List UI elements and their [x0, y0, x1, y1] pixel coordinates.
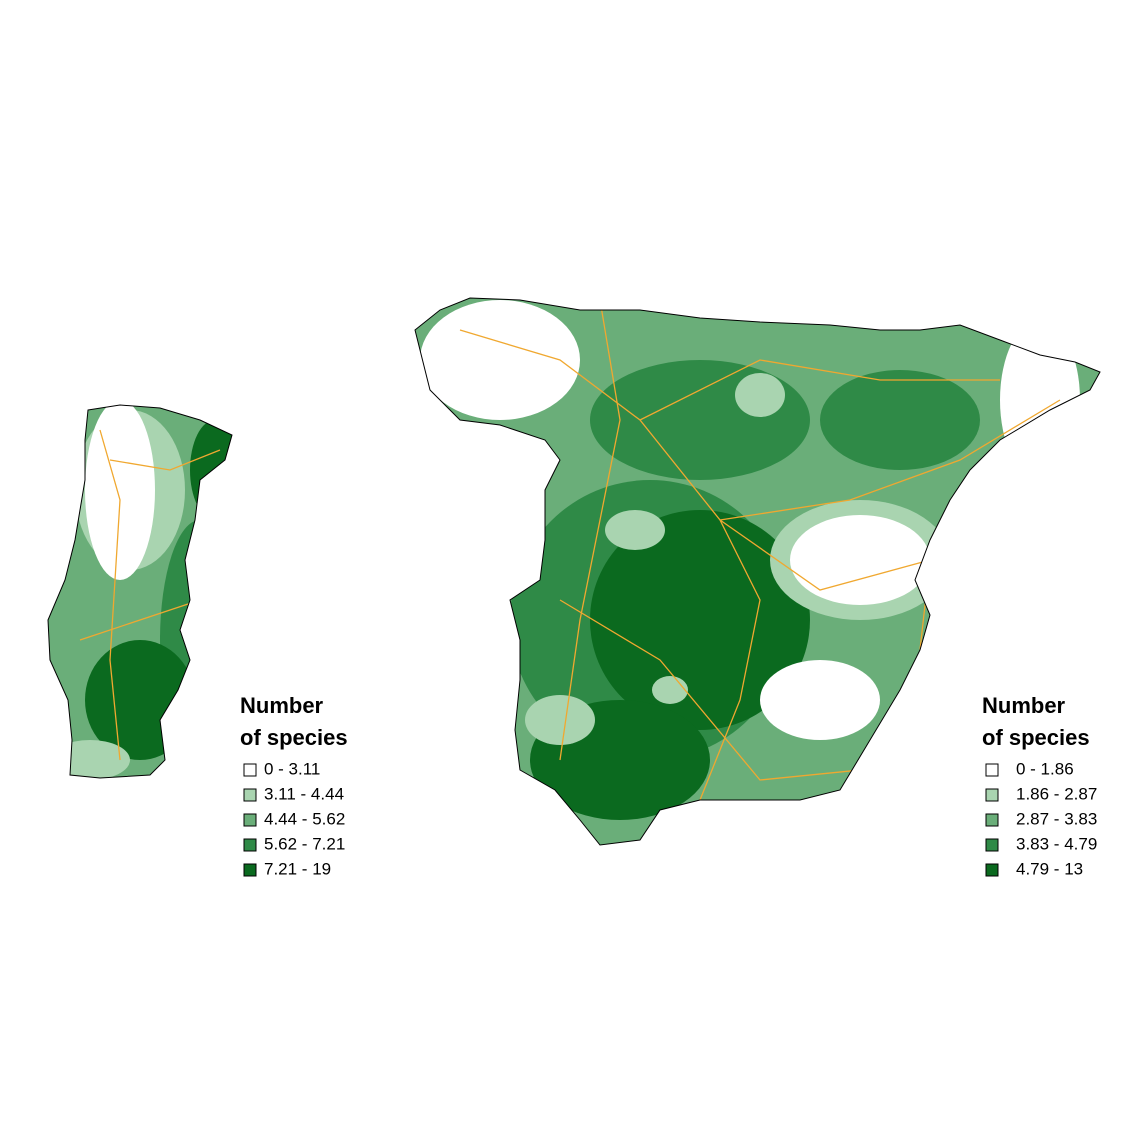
legend-label: 7.21 - 19 — [264, 859, 331, 878]
legend-label: 0 - 1.86 — [1016, 759, 1074, 778]
legend-swatch — [243, 863, 257, 877]
legend-label: 5.62 - 7.21 — [264, 834, 345, 853]
legend-title: of species — [240, 725, 348, 750]
legend-title: Number — [240, 693, 324, 718]
legend-label: 4.44 - 5.62 — [264, 809, 345, 828]
portugal-map — [48, 405, 232, 778]
legend-label: 3.83 - 4.79 — [1016, 834, 1097, 853]
legend-title: Number — [982, 693, 1066, 718]
legend-swatch — [985, 813, 999, 827]
legend-swatch — [243, 763, 257, 777]
legend-title: of species — [982, 725, 1090, 750]
legend-swatch — [985, 788, 999, 802]
legend-swatch — [243, 788, 257, 802]
legend-label: 3.11 - 4.44 — [264, 784, 344, 803]
legend-swatch — [985, 838, 999, 852]
legend-label: 2.87 - 3.83 — [1016, 809, 1097, 828]
legend-swatch — [243, 838, 257, 852]
spain-outline — [414, 297, 1101, 846]
spain-map — [415, 298, 1100, 845]
portugal-outline — [47, 404, 233, 779]
legend-swatch — [985, 763, 999, 777]
legend-swatch — [243, 813, 257, 827]
legend-label: 0 - 3.11 — [264, 759, 320, 778]
legend-label: 1.86 - 2.87 — [1016, 784, 1097, 803]
legend-label: 4.79 - 13 — [1016, 859, 1083, 878]
legend-swatch — [985, 863, 999, 877]
